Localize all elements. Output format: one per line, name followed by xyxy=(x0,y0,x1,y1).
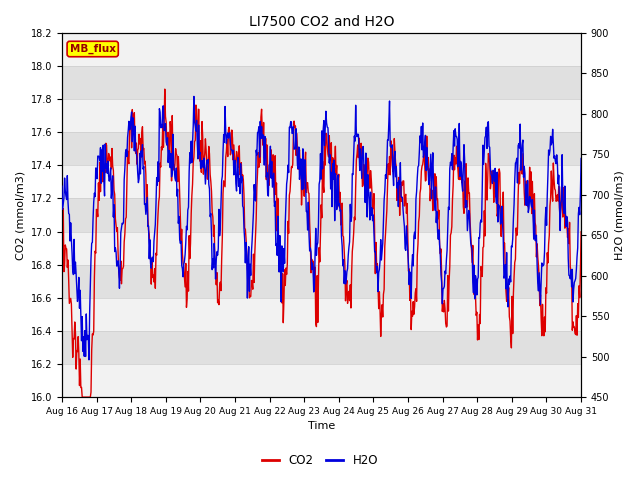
Legend: CO2, H2O: CO2, H2O xyxy=(257,449,383,472)
Title: LI7500 CO2 and H2O: LI7500 CO2 and H2O xyxy=(249,15,394,29)
Bar xyxy=(62,331,581,364)
X-axis label: Time: Time xyxy=(308,421,335,432)
Bar xyxy=(62,364,581,397)
Bar xyxy=(62,33,581,66)
Bar xyxy=(62,298,581,331)
Bar xyxy=(62,99,581,132)
Bar xyxy=(62,132,581,166)
Bar xyxy=(62,66,581,99)
Text: MB_flux: MB_flux xyxy=(70,44,116,54)
Y-axis label: CO2 (mmol/m3): CO2 (mmol/m3) xyxy=(15,170,25,260)
Bar xyxy=(62,231,581,264)
Bar xyxy=(62,264,581,298)
Bar xyxy=(62,198,581,231)
Y-axis label: H2O (mmol/m3): H2O (mmol/m3) xyxy=(615,170,625,260)
Bar xyxy=(62,166,581,198)
